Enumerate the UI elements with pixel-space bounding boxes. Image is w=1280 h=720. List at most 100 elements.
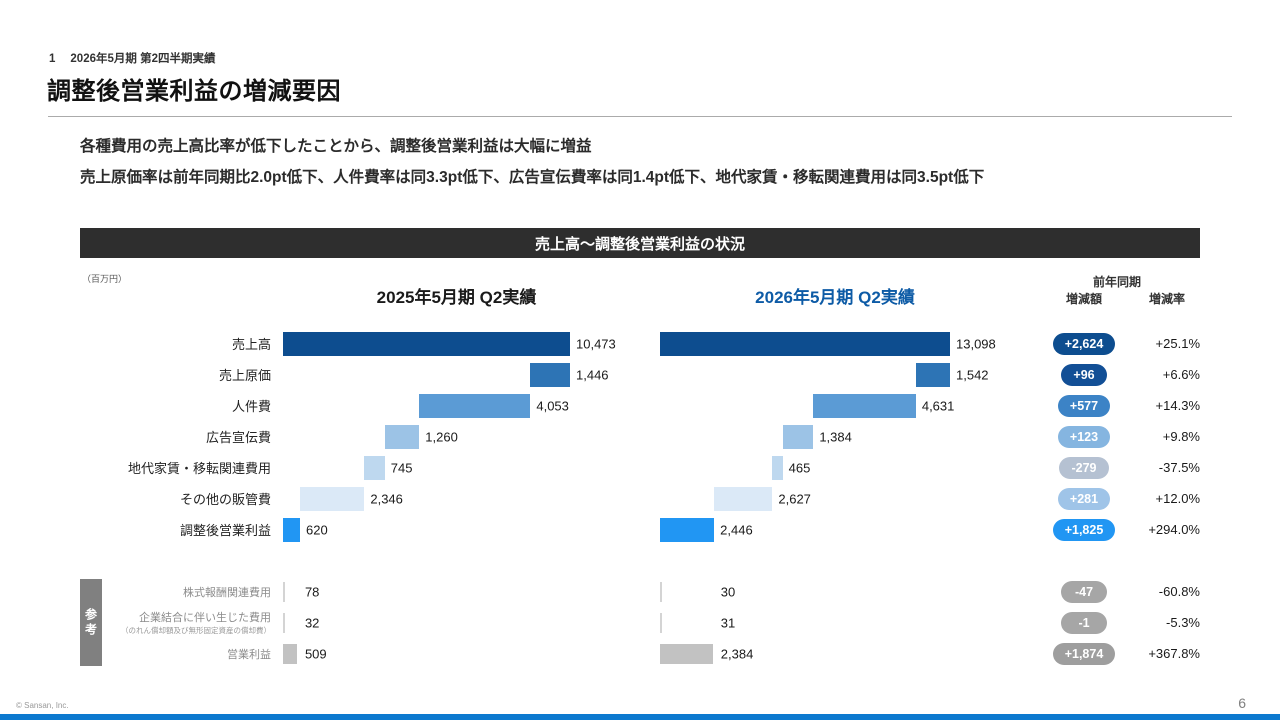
value-bar (283, 612, 285, 633)
delta-badge: +1,874 (1052, 642, 1116, 665)
row-label: 売上原価 (218, 368, 271, 383)
row-label: 広告宣伝費 (205, 430, 271, 445)
delta-amount-header: 増減額 (1065, 292, 1102, 306)
lead-line-2: 売上原価率は前年同期比2.0pt低下、人件費率は同3.3pt低下、広告宣伝費率は… (80, 169, 985, 186)
delta-rate: +14.3% (1155, 398, 1200, 413)
delta-badge: +1,825 (1052, 518, 1116, 541)
delta-rate: -60.8% (1158, 584, 1200, 599)
bar-value-label: 2,446 (720, 522, 753, 537)
row-label: 地代家賃・移転関連費用 (127, 461, 271, 476)
delta-badge: -1 (1061, 611, 1107, 634)
bar-track-fy2026: 1,542 (654, 359, 1034, 390)
kicker-number: 1 (49, 53, 56, 65)
bar-track-fy2026: 1,384 (654, 421, 1034, 452)
bar-value-label: 1,446 (576, 367, 609, 382)
bar-value-label: 4,053 (536, 398, 569, 413)
value-bar (283, 581, 286, 602)
bar-value-label: 2,384 (720, 646, 754, 661)
delta-header-period: 前年同期 (1092, 275, 1141, 289)
bar-value-label: 2,346 (370, 491, 403, 506)
reference-row: 株式報酬関連費用 78 30 -47 -60.8% (102, 576, 1200, 607)
bar-value-label: 30 (720, 584, 736, 599)
section-banner: 売上高〜調整後営業利益の状況 (80, 228, 1200, 258)
bar-value-label: 2,627 (778, 491, 811, 506)
bar-track-fy2026: 31 (654, 607, 1034, 638)
delta-badge: +281 (1057, 487, 1111, 510)
bar-track-fy2026: 4,631 (654, 390, 1034, 421)
bar-track-fy2025: 745 (277, 452, 654, 483)
chart-row: 人件費 4,053 4,631 +577 +14.3% (80, 390, 1200, 421)
bar-track-fy2025: 2,346 (277, 483, 654, 514)
delta-rate: +294.0% (1148, 522, 1200, 537)
value-bar (283, 331, 570, 356)
value-bar (283, 517, 300, 542)
chart-row: 地代家賃・移転関連費用 745 465 -279 -37.5% (80, 452, 1200, 483)
value-bar (419, 393, 531, 418)
waterfall-chart: 売上高 10,473 13,098 +2,624 +25.1% 売上原価 1,446 1,54… (80, 328, 1200, 545)
bar-track-fy2026: 465 (654, 452, 1034, 483)
bar-value-label: 1,384 (819, 429, 852, 444)
delta-rate-header: 増減率 (1148, 292, 1185, 306)
chart-row: その他の販管費 2,346 2,627 +281 +12.0% (80, 483, 1200, 514)
delta-badge: -279 (1059, 456, 1109, 479)
reference-section: 参考 株式報酬関連費用 78 30 -47 -60.8% 企業結合に伴い生じた費用 （のれん… (80, 576, 1200, 669)
value-bar (772, 455, 783, 480)
delta-rate: -5.3% (1166, 615, 1200, 630)
bar-track-fy2025: 10,473 (277, 328, 654, 359)
bar-value-label: 1,260 (425, 429, 458, 444)
chart-row: 広告宣伝費 1,260 1,384 +123 +9.8% (80, 421, 1200, 452)
value-bar (660, 517, 715, 542)
row-label: 株式報酬関連費用 (102, 576, 277, 607)
bar-track-fy2026: 2,446 (654, 514, 1034, 545)
bar-value-label: 32 (304, 615, 320, 630)
value-bar (300, 486, 365, 511)
delta-header: 前年同期 増減額 増減率 (1034, 274, 1200, 308)
bar-value-label: 31 (720, 615, 736, 630)
bar-track-fy2026: 13,098 (654, 328, 1034, 359)
delta-badge-cell: -279 (1034, 452, 1134, 483)
value-bar (660, 331, 950, 356)
delta-rate: +367.8% (1148, 646, 1200, 661)
delta-badge-cell: -1 (1034, 607, 1134, 638)
value-bar (530, 362, 570, 387)
bar-value-label: 1,542 (956, 367, 989, 382)
bar-value-label: 509 (304, 646, 327, 661)
bar-track-fy2025: 4,053 (277, 390, 654, 421)
delta-badge-cell: +577 (1034, 390, 1134, 421)
delta-badge: +577 (1057, 394, 1111, 417)
bar-track-fy2026: 2,384 (654, 638, 1034, 669)
delta-badge: -47 (1061, 580, 1107, 603)
bottom-accent-bar (0, 714, 1280, 720)
reference-row: 営業利益 509 2,384 +1,874 +367.8% (102, 638, 1200, 669)
value-bar (782, 424, 814, 449)
lead-line-1: 各種費用の売上高比率が低下したことから、調整後営業利益は大幅に増益 (80, 138, 592, 155)
row-label: 企業結合に伴い生じた費用 （のれん償却額及び無形固定資産の償却費） (102, 607, 277, 638)
delta-badge-cell: +281 (1034, 483, 1134, 514)
bar-track-fy2025: 32 (277, 607, 654, 638)
delta-rate: +6.6% (1162, 367, 1200, 382)
row-label-text: 株式報酬関連費用 (183, 586, 271, 599)
delta-badge-cell: +96 (1034, 359, 1134, 390)
value-bar (660, 643, 713, 664)
bar-value-label: 620 (305, 522, 328, 537)
delta-badge-cell: -47 (1034, 576, 1134, 607)
value-bar (714, 486, 773, 511)
row-label: 人件費 (231, 399, 271, 414)
reference-tag: 参考 (80, 579, 102, 666)
row-label-text: 営業利益 (227, 648, 271, 661)
column-header-fy2025: 2025年5月期 Q2実績 (376, 288, 537, 307)
value-bar (384, 424, 420, 449)
bar-value-label: 4,631 (921, 398, 955, 413)
footer-copyright: © Sansan, Inc. (16, 701, 69, 710)
delta-rate: +25.1% (1155, 336, 1200, 351)
row-label-subtext: （のれん償却額及び無形固定資産の償却費） (121, 626, 271, 635)
unit-note: （百万円） (82, 274, 128, 284)
reference-rows: 株式報酬関連費用 78 30 -47 -60.8% 企業結合に伴い生じた費用 （のれん償却額… (102, 576, 1200, 669)
bar-track-fy2025: 620 (277, 514, 654, 545)
bar-track-fy2025: 78 (277, 576, 654, 607)
bar-track-fy2026: 30 (654, 576, 1034, 607)
row-label: 売上高 (231, 337, 271, 352)
bar-value-label: 10,473 (576, 336, 616, 351)
delta-rate: +9.8% (1162, 429, 1200, 444)
bar-value-label: 745 (390, 460, 413, 475)
